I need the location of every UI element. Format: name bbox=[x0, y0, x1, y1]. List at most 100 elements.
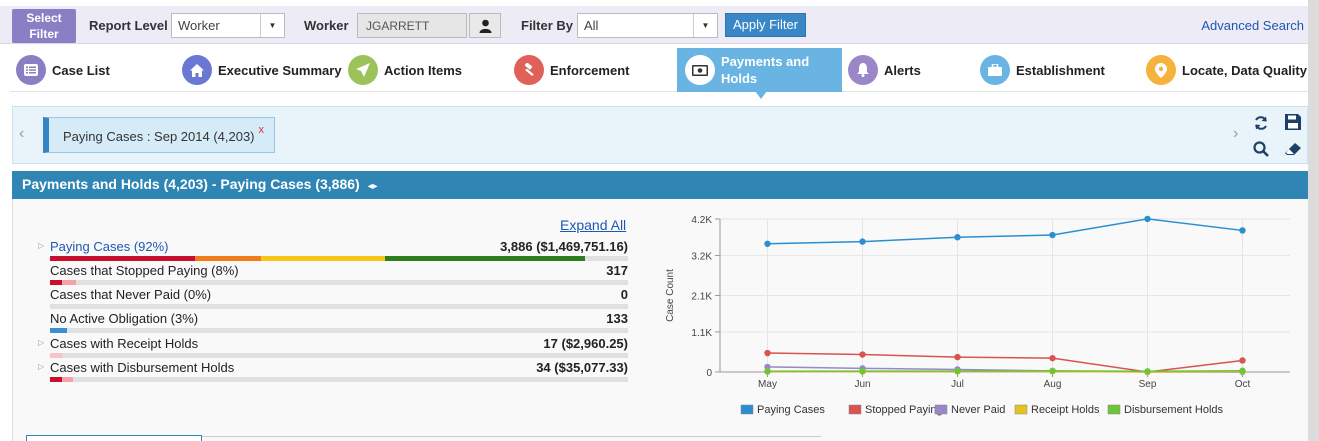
progress-segment bbox=[385, 256, 585, 261]
progress-track bbox=[50, 328, 628, 333]
progress-segment bbox=[194, 256, 261, 261]
y-tick-label: 2.1K bbox=[691, 292, 712, 303]
data-point bbox=[1239, 367, 1246, 374]
send-icon bbox=[348, 55, 378, 85]
list-icon bbox=[16, 55, 46, 85]
advanced-search-link[interactable]: Advanced Search bbox=[1201, 18, 1304, 33]
eraser-icon[interactable] bbox=[1282, 138, 1304, 160]
series-line bbox=[767, 370, 1243, 373]
expand-all-link[interactable]: Expand All bbox=[560, 217, 627, 233]
metric-label[interactable]: Paying Cases (92%) bbox=[50, 239, 169, 254]
bottom-tab-active[interactable] bbox=[26, 435, 202, 441]
active-tab-pointer bbox=[755, 91, 767, 99]
legend-swatch bbox=[1014, 404, 1028, 415]
tab-executive-summary[interactable]: Executive Summary bbox=[182, 48, 342, 92]
legend-label: Stopped Paying bbox=[865, 404, 943, 416]
y-axis-label: Case Count bbox=[665, 269, 676, 322]
expand-triangle-icon[interactable]: ▷ bbox=[38, 338, 45, 347]
metric-label: Cases with Receipt Holds bbox=[50, 336, 199, 351]
x-tick-label: Sep bbox=[1139, 379, 1157, 390]
tab-label: Payments and Holds bbox=[721, 53, 809, 87]
save-icon[interactable] bbox=[1282, 111, 1304, 133]
close-icon[interactable]: x bbox=[258, 124, 265, 136]
tab-payments-and-holds[interactable]: Payments and Holds bbox=[677, 48, 842, 92]
tab-action-items[interactable]: Action Items bbox=[348, 48, 462, 92]
tab-label: Executive Summary bbox=[218, 62, 342, 78]
tab-locate-data-quality[interactable]: Locate, Data Quality bbox=[1146, 48, 1307, 92]
legend-label: Disbursement Holds bbox=[1124, 404, 1224, 416]
tab-label: Case List bbox=[52, 62, 110, 78]
filter-by-label: Filter By bbox=[521, 18, 574, 33]
expand-triangle-icon[interactable]: ▷ bbox=[38, 362, 45, 371]
tab-enforcement[interactable]: Enforcement bbox=[514, 48, 629, 92]
worker-input[interactable]: JGARRETT bbox=[357, 13, 467, 38]
section-header: Payments and Holds (4,203) - Paying Case… bbox=[12, 171, 1308, 199]
data-point bbox=[954, 353, 961, 361]
select-filter-button[interactable]: Select Filter bbox=[12, 9, 76, 43]
select-filter-line2: Filter bbox=[29, 27, 59, 41]
report-level-value: Worker bbox=[178, 18, 220, 33]
section-nav-arrows[interactable]: ◂▸ bbox=[367, 181, 378, 192]
filter-by-select[interactable]: All ▼ bbox=[577, 13, 718, 38]
caret-down-icon: ▼ bbox=[693, 14, 717, 37]
expand-triangle-icon[interactable]: ▷ bbox=[38, 241, 45, 250]
data-point bbox=[764, 368, 771, 375]
section-title: Payments and Holds (4,203) bbox=[22, 176, 208, 192]
data-point bbox=[954, 367, 961, 375]
progress-track bbox=[50, 256, 628, 261]
metric-label: Cases with Disbursement Holds bbox=[50, 360, 235, 375]
x-tick-label: Jun bbox=[854, 379, 870, 390]
apply-filter-button[interactable]: Apply Filter bbox=[725, 13, 806, 37]
user-icon bbox=[479, 19, 491, 33]
chevron-right-icon[interactable]: › bbox=[1233, 125, 1239, 142]
x-tick-label: Oct bbox=[1235, 379, 1251, 390]
data-point bbox=[1144, 215, 1151, 223]
user-lookup-button[interactable] bbox=[469, 13, 501, 38]
progress-segment bbox=[61, 377, 74, 382]
section-subtitle: - Paying Cases (3,886) bbox=[207, 176, 360, 192]
metric-value: 133 bbox=[606, 311, 628, 326]
page-scrollbar[interactable] bbox=[1308, 0, 1319, 441]
y-tick-label: 4.2K bbox=[691, 215, 712, 226]
tab-establishment[interactable]: Establishment bbox=[980, 48, 1105, 92]
tab-case-list[interactable]: Case List bbox=[16, 48, 110, 92]
y-tick-label: 3.2K bbox=[691, 251, 712, 262]
tab-alerts[interactable]: Alerts bbox=[848, 48, 921, 92]
metric-row-no-obligation: No Active Obligation (3%) 133 bbox=[38, 311, 630, 333]
search-icon[interactable] bbox=[1250, 138, 1272, 160]
tab-label: Enforcement bbox=[550, 62, 630, 78]
metric-row-paying[interactable]: ▷ Paying Cases (92%) 3,886 ($1,469,751.1… bbox=[38, 239, 630, 261]
caret-down-icon: ▼ bbox=[260, 14, 284, 37]
content-panel bbox=[12, 199, 1308, 441]
x-tick-label: Aug bbox=[1044, 379, 1062, 390]
progress-segment bbox=[61, 280, 76, 285]
home-icon bbox=[182, 55, 212, 85]
metric-row-disbursement-holds[interactable]: ▷ Cases with Disbursement Holds 34 ($35,… bbox=[38, 360, 630, 382]
progress-segment bbox=[50, 280, 62, 285]
progress-track bbox=[50, 353, 628, 358]
select-filter-line1: Select bbox=[26, 11, 62, 25]
metric-value: 3,886 ($1,469,751.16) bbox=[500, 239, 628, 254]
progress-segment bbox=[50, 256, 195, 261]
legend-label: Paying Cases bbox=[757, 404, 825, 416]
y-tick-label: 1.1K bbox=[691, 328, 712, 339]
metric-row-receipt-holds[interactable]: ▷ Cases with Receipt Holds 17 ($2,960.25… bbox=[38, 336, 630, 358]
data-point bbox=[1049, 354, 1056, 362]
refresh-icon[interactable] bbox=[1250, 112, 1272, 134]
legend-label: Never Paid bbox=[951, 404, 1005, 416]
report-level-label: Report Level bbox=[89, 18, 168, 33]
filter-chip[interactable]: Paying Cases : Sep 2014 (4,203) x bbox=[43, 117, 275, 153]
filter-chip-bar: ‹ Paying Cases : Sep 2014 (4,203) x › bbox=[12, 106, 1308, 164]
data-point bbox=[1239, 357, 1246, 364]
data-point bbox=[764, 363, 771, 371]
chevron-left-icon[interactable]: ‹ bbox=[19, 125, 25, 142]
x-tick-label: Jul bbox=[951, 379, 964, 390]
series-line bbox=[767, 218, 1243, 245]
case-count-chart: 0 1.1K 2.1K 3.2K 4.2K May Jun Jul Aug Sep Oct Case … bbox=[665, 215, 1290, 416]
tab-label-line2: Holds bbox=[721, 71, 758, 86]
tab-label: Action Items bbox=[384, 62, 463, 78]
report-level-select[interactable]: Worker ▼ bbox=[171, 13, 285, 38]
bell-icon bbox=[848, 55, 878, 85]
data-point bbox=[954, 234, 961, 241]
filter-chip-label: Paying Cases : Sep 2014 (4,203) bbox=[63, 129, 255, 144]
